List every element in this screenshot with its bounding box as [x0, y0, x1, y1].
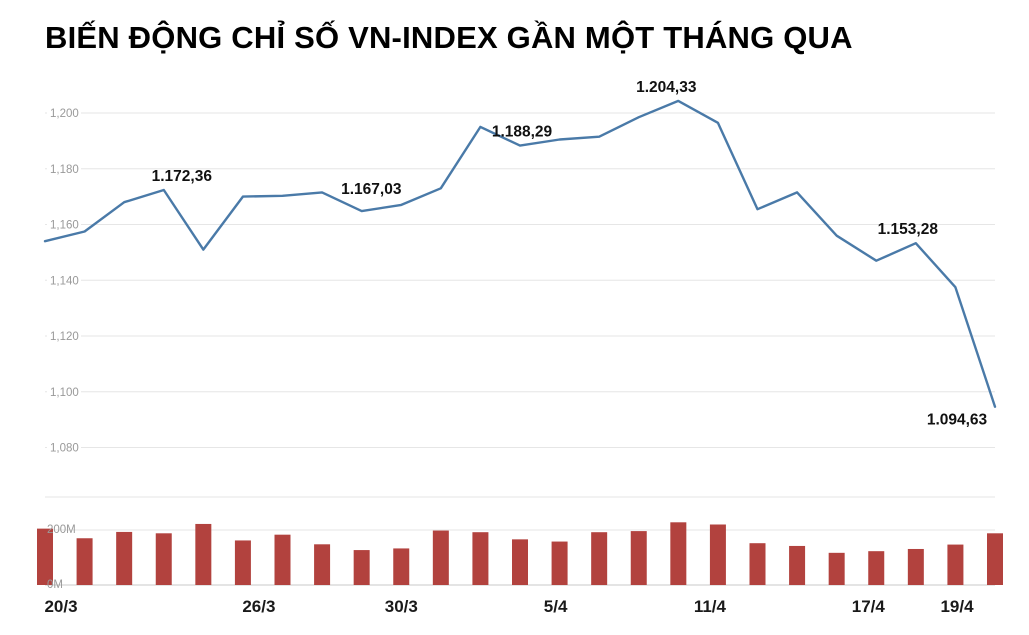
volume-bar — [551, 541, 568, 585]
chart-title: BIẾN ĐỘNG CHỈ SỐ VN-INDEX GẦN MỘT THÁNG … — [45, 20, 853, 55]
volume-bar — [393, 548, 410, 585]
vnindex-line — [43, 99, 997, 408]
data-point-label: 1.094,63 — [927, 412, 988, 429]
x-axis-label: 17/4 — [852, 597, 886, 616]
volume-bar — [234, 540, 251, 585]
y-axis-label: 1,080 — [50, 443, 79, 455]
y-axis-label-bg — [47, 216, 81, 232]
x-axis-label: 26/3 — [242, 597, 275, 616]
y-axis-label-bg — [47, 439, 81, 455]
volume-bar — [195, 523, 212, 585]
y-axis-label: 1,180 — [50, 164, 79, 176]
volume-bar — [155, 533, 172, 585]
x-axis-label: 5/4 — [544, 597, 568, 616]
volume-bar — [512, 539, 528, 585]
volume-bar — [353, 550, 370, 585]
volume-bars — [37, 522, 1003, 585]
value-annotations: 1.172,36 1.167,03 1.188,29 1.204,33 1.153,28… — [152, 79, 988, 429]
main-gridlines — [45, 112, 995, 448]
x-axis-label: 30/3 — [385, 597, 418, 616]
volume-bar — [76, 538, 93, 585]
volume-bar — [709, 524, 726, 585]
x-axis-label: 20/3 — [44, 597, 77, 616]
volume-bar — [591, 532, 608, 585]
y-axis-label: 1,100 — [50, 387, 79, 399]
volume-y-axis-label: 200M — [47, 524, 76, 536]
y-axis-label-bg — [47, 328, 81, 343]
volume-bar — [749, 543, 766, 585]
data-point-label: 1.204,33 — [636, 79, 697, 96]
y-axis-label: 1,120 — [50, 331, 79, 343]
volume-bar — [37, 528, 53, 585]
y-axis-label-bg — [47, 272, 81, 288]
volume-bar — [472, 532, 489, 585]
main-y-axis-labels: 1,200 1,180 1,160 1,140 1,120 1,100 1,080 — [47, 105, 81, 455]
data-point-label: 1.172,36 — [152, 168, 213, 185]
data-point-label: 1.167,03 — [341, 181, 402, 198]
volume-bar — [828, 552, 845, 585]
x-axis-label: 19/4 — [940, 597, 974, 616]
volume-bar — [868, 551, 885, 585]
data-point-label: 1.153,28 — [878, 221, 939, 238]
volume-axis-labels: 200M 0M — [47, 524, 76, 591]
volume-bar — [314, 544, 331, 585]
y-axis-label: 1,200 — [50, 108, 79, 120]
data-point-label: 1.188,29 — [492, 124, 553, 141]
volume-bar — [947, 544, 964, 585]
y-axis-label-bg — [47, 105, 81, 120]
volume-bar — [789, 545, 806, 585]
y-axis-label: 1,140 — [50, 275, 79, 287]
volume-bar — [432, 530, 449, 585]
y-axis-label-bg — [47, 383, 81, 399]
y-axis-label-bg — [47, 160, 81, 176]
x-axis-label: 11/4 — [694, 597, 727, 616]
volume-bar — [274, 534, 291, 585]
volume-bar — [630, 531, 647, 585]
volume-bar — [987, 533, 1003, 585]
volume-bar — [670, 522, 687, 585]
x-axis-labels: 20/3 26/3 30/3 5/4 11/4 17/4 19/4 — [44, 597, 974, 616]
vnindex-line-series — [43, 99, 997, 408]
volume-bar — [116, 531, 133, 585]
y-axis-label: 1,160 — [50, 220, 79, 232]
volume-y-axis-label: 0M — [47, 579, 63, 591]
volume-bar — [907, 548, 924, 585]
